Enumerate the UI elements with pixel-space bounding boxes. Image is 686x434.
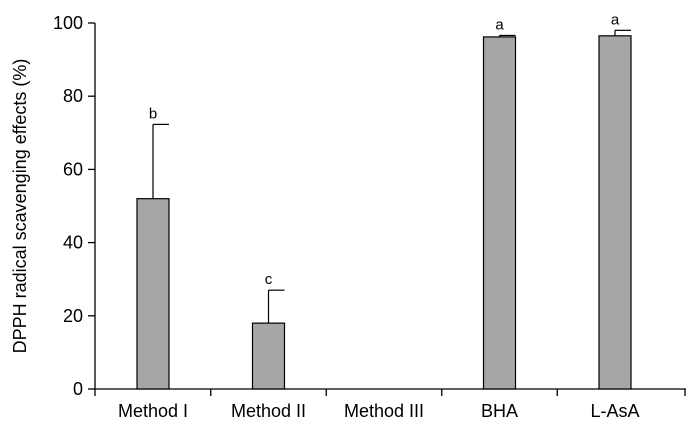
- x-axis: Method I Method II Method III BHA L-AsA: [94, 388, 686, 421]
- y-axis: 0 20 40 60 80 100: [53, 13, 96, 399]
- y-axis-label: DPPH radical scavenging effects (%): [10, 59, 30, 354]
- bar: [482, 36, 517, 390]
- significance-label: a: [495, 16, 504, 33]
- x-tick-label: BHA: [481, 401, 518, 421]
- significance-label: c: [265, 271, 273, 288]
- x-tick-label: L-AsA: [590, 401, 639, 421]
- y-tick-label: 20: [63, 306, 83, 326]
- significance-label: b: [149, 105, 157, 122]
- bar: [136, 198, 170, 390]
- y-tick-label: 40: [63, 233, 83, 253]
- y-tick-label: 80: [63, 86, 83, 106]
- x-tick-label: Method III: [344, 401, 424, 421]
- bar: [598, 35, 632, 390]
- y-tick-label: 60: [63, 159, 83, 179]
- bar: [251, 322, 286, 390]
- bars: b c a a: [136, 11, 632, 390]
- y-tick-label: 0: [73, 379, 83, 399]
- x-tick-label: Method I: [118, 401, 188, 421]
- significance-label: a: [611, 11, 620, 28]
- y-tick-label: 100: [53, 13, 83, 33]
- x-tick-label: Method II: [231, 401, 306, 421]
